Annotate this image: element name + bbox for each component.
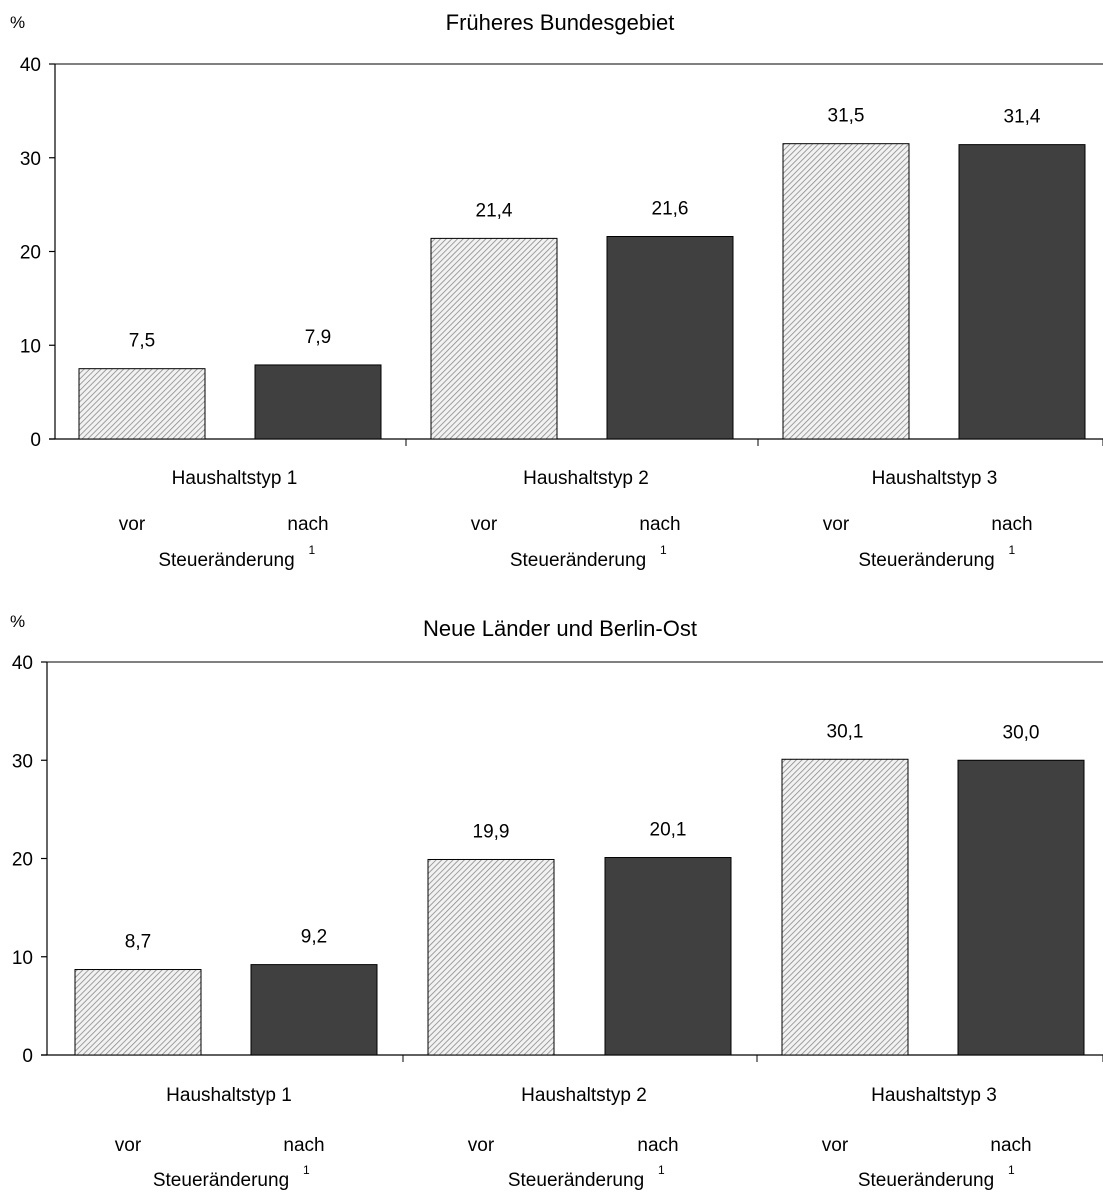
y-axis-unit-label: % xyxy=(10,612,25,631)
y-tick-label: 10 xyxy=(20,336,41,357)
bar-value-label: 7,9 xyxy=(305,327,331,348)
bar-vor-3 xyxy=(781,758,909,1056)
bar-vor-1 xyxy=(78,368,206,440)
sublabel-nach: nach xyxy=(637,1135,678,1156)
category-label: Haushaltstyp 3 xyxy=(872,468,998,489)
bar-value-label: 30,0 xyxy=(1003,722,1040,743)
bar-nach-2 xyxy=(606,236,734,440)
chart-title: Früheres Bundesgebiet xyxy=(446,10,675,35)
bar-value-label: 8,7 xyxy=(125,932,151,953)
footnote-marker: 1 xyxy=(660,543,667,557)
category-label: Haushaltstyp 3 xyxy=(871,1085,997,1106)
sublabel-vor: vor xyxy=(468,1135,495,1156)
bar-value-label: 20,1 xyxy=(650,820,687,841)
y-tick-label: 40 xyxy=(12,653,33,674)
y-tick-label: 40 xyxy=(20,55,41,76)
category-label: Haushaltstyp 2 xyxy=(523,468,649,489)
sublabel-caption: Steueränderung xyxy=(153,1170,289,1191)
bar-value-label: 21,6 xyxy=(652,199,689,220)
y-tick-label: 30 xyxy=(12,751,33,772)
footnote-marker: 1 xyxy=(1008,1163,1015,1177)
sublabel-vor: vor xyxy=(471,514,498,535)
sublabel-nach: nach xyxy=(991,514,1032,535)
bar-nach-1 xyxy=(250,964,378,1056)
footnote-marker: 1 xyxy=(303,1163,310,1177)
bar-vor-1 xyxy=(74,969,202,1056)
sublabel-vor: vor xyxy=(115,1135,142,1156)
y-tick-label: 0 xyxy=(30,430,41,451)
bar-nach-2 xyxy=(604,857,732,1056)
category-label: Haushaltstyp 1 xyxy=(166,1085,292,1106)
bar-vor-2 xyxy=(427,858,555,1056)
bar-value-label: 31,5 xyxy=(828,106,865,127)
footnote-marker: 1 xyxy=(309,543,316,557)
category-label: Haushaltstyp 2 xyxy=(521,1085,647,1106)
bar-value-label: 30,1 xyxy=(827,721,864,742)
bar-value-label: 9,2 xyxy=(301,927,327,948)
y-tick-label: 0 xyxy=(22,1046,33,1067)
sublabel-vor: vor xyxy=(822,1135,849,1156)
sublabel-nach: nach xyxy=(639,514,680,535)
sublabel-caption: Steueränderung xyxy=(510,550,646,571)
bar-nach-3 xyxy=(958,144,1086,440)
y-axis-unit-label: % xyxy=(10,13,25,32)
sublabel-vor: vor xyxy=(119,514,146,535)
footnote-marker: 1 xyxy=(658,1163,665,1177)
bar-value-label: 21,4 xyxy=(476,200,513,221)
y-tick-label: 30 xyxy=(20,149,41,170)
y-tick-label: 20 xyxy=(12,850,33,871)
sublabel-caption: Steueränderung xyxy=(858,1170,994,1191)
sublabel-caption: Steueränderung xyxy=(858,550,994,571)
bar-value-label: 19,9 xyxy=(473,821,510,842)
sublabel-nach: nach xyxy=(287,514,328,535)
sublabel-caption: Steueränderung xyxy=(508,1170,644,1191)
sublabel-vor: vor xyxy=(823,514,850,535)
category-label: Haushaltstyp 1 xyxy=(172,468,298,489)
chart-title: Neue Länder und Berlin-Ost xyxy=(423,616,697,641)
bar-value-label: 31,4 xyxy=(1004,107,1041,128)
bar-value-label: 7,5 xyxy=(129,331,155,352)
bar-nach-1 xyxy=(254,364,382,440)
sublabel-nach: nach xyxy=(990,1135,1031,1156)
y-tick-label: 10 xyxy=(12,948,33,969)
sublabel-nach: nach xyxy=(283,1135,324,1156)
bar-vor-2 xyxy=(430,237,558,440)
sublabel-caption: Steueränderung xyxy=(158,550,294,571)
footnote-marker: 1 xyxy=(1009,543,1016,557)
y-tick-label: 20 xyxy=(20,243,41,264)
bar-nach-3 xyxy=(957,759,1085,1056)
bar-vor-3 xyxy=(782,143,910,440)
